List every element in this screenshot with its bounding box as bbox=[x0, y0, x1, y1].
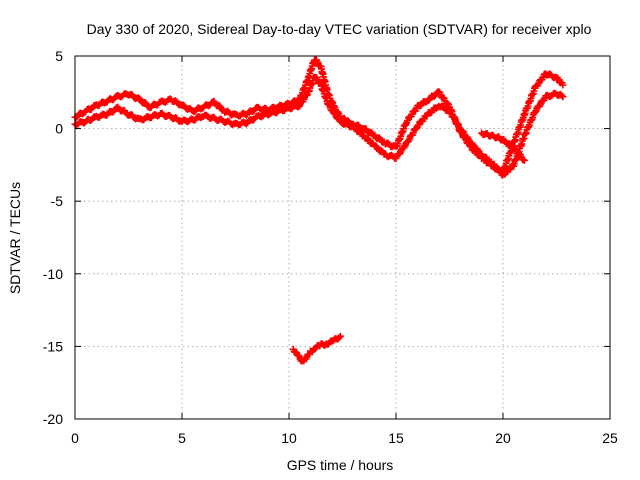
y-tick-label: -15 bbox=[43, 338, 63, 354]
series-layer bbox=[71, 56, 567, 365]
y-tick-label: 5 bbox=[55, 48, 63, 64]
plot-frame bbox=[74, 55, 611, 420]
series-markers bbox=[478, 129, 528, 164]
series-track-C bbox=[478, 129, 528, 164]
x-axis-label: GPS time / hours bbox=[287, 457, 394, 473]
y-tick-label: -5 bbox=[51, 193, 64, 209]
series-markers bbox=[289, 332, 344, 365]
chart-title: Day 330 of 2020, Sidereal Day-to-day VTE… bbox=[87, 21, 592, 37]
grid-layer bbox=[75, 56, 610, 419]
x-tick-label: 15 bbox=[388, 430, 404, 446]
y-tick-label: -20 bbox=[43, 411, 63, 427]
series-markers bbox=[71, 73, 567, 179]
y-tick-label: 0 bbox=[55, 121, 63, 137]
x-tick-label: 0 bbox=[71, 430, 79, 446]
y-tick-label: -10 bbox=[43, 266, 63, 282]
series-track-B bbox=[71, 73, 567, 179]
y-axis-label: SDTVAR / TECUs bbox=[7, 182, 23, 294]
x-tick-label: 20 bbox=[495, 430, 511, 446]
x-tick-label: 10 bbox=[281, 430, 297, 446]
x-tick-label: 25 bbox=[602, 430, 618, 446]
tick-layer: 0 5 10 15 20 25 -20 -15 -10 -5 0 5 bbox=[43, 48, 618, 446]
series-track-D bbox=[289, 332, 344, 365]
x-tick-label: 5 bbox=[178, 430, 186, 446]
